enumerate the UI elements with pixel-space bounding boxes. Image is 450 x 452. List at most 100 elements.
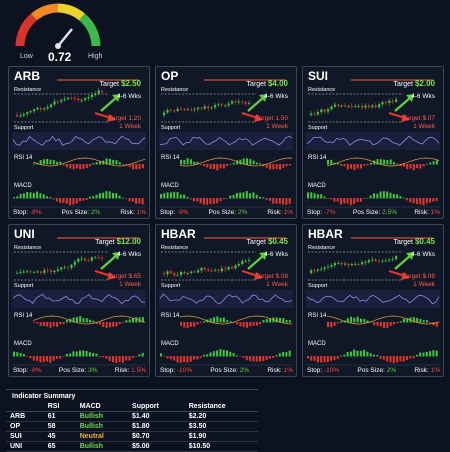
macd-bar — [222, 349, 225, 357]
rsi-label: RSI 14 — [14, 155, 33, 161]
macd-bar — [49, 197, 52, 199]
short-target: Target $.65 1 Week — [108, 273, 141, 289]
table-row: UNI 65 Bullish $5.00 $10.50 — [6, 441, 258, 452]
rsi-bar — [132, 318, 134, 323]
macd-bar — [102, 192, 105, 199]
candle — [391, 256, 394, 262]
macd-bar — [323, 196, 326, 199]
stop-info: Stop: -8% — [13, 367, 42, 374]
macd-bar — [112, 192, 114, 199]
candle — [364, 259, 367, 266]
panel-chart — [12, 237, 146, 366]
macd-bar — [432, 350, 435, 357]
rsi-bar — [82, 164, 85, 170]
summary-header-macd: MACD — [75, 402, 129, 412]
candle — [19, 269, 22, 274]
bullish-arrow-icon — [247, 254, 265, 270]
rsi-bar — [56, 322, 59, 327]
candle — [214, 268, 217, 273]
pos-label: Pos Size: — [61, 209, 90, 216]
macd-bar — [75, 198, 78, 204]
candle — [220, 265, 223, 274]
candle — [19, 112, 22, 118]
risk-label: Risk: — [267, 367, 282, 374]
rsi-bar — [183, 322, 186, 328]
macd-bar — [229, 195, 232, 199]
candle — [39, 106, 42, 112]
candle — [186, 107, 189, 111]
rsi-bar — [95, 322, 98, 325]
candle — [90, 92, 93, 100]
macd-bar — [419, 352, 422, 357]
target-value: $12.00 — [116, 237, 141, 246]
macd-bar — [29, 356, 32, 359]
oscillator-line — [306, 294, 440, 305]
macd-bar — [166, 192, 169, 199]
candle — [73, 95, 76, 102]
panel-footer: Stop: -10% Pos Size: 2% Risk: 1% — [307, 367, 440, 374]
rsi-bar — [416, 164, 419, 169]
rsi-bar — [69, 164, 72, 169]
rsi-bar — [79, 164, 82, 170]
pos-value: 2% — [237, 209, 248, 216]
macd-bar — [42, 356, 45, 363]
panel-symbol: UNI — [14, 227, 35, 241]
macd-bar — [349, 198, 352, 206]
macd-bar — [138, 198, 141, 204]
candle — [340, 261, 343, 267]
short-target: Target 1.20 1 Week — [108, 115, 141, 131]
rsi-bar — [216, 316, 219, 323]
pos-info: Pos Size: 3% — [59, 367, 98, 374]
macd-bar — [363, 198, 366, 199]
macd-bar — [212, 351, 215, 357]
stop-label: Stop: — [13, 209, 29, 216]
candle — [22, 112, 25, 118]
candle — [244, 100, 247, 106]
macd-bar — [239, 356, 242, 357]
macd-bar — [373, 354, 375, 357]
rsi-bar — [426, 320, 428, 323]
rsi-label: RSI 14 — [308, 313, 327, 319]
target-value: $4.00 — [267, 79, 288, 88]
chart-panel-hbar: HBAR Target $0.45 4-6 Wks Resistance Support… — [302, 224, 444, 377]
candle — [371, 256, 374, 263]
rsi-bar — [115, 160, 118, 165]
macd-bar — [359, 198, 362, 202]
macd-bar — [366, 351, 369, 357]
macd-bar — [176, 356, 179, 363]
rsi-bar — [52, 322, 55, 327]
rsi-bar — [99, 160, 101, 165]
rsi-bar — [330, 322, 333, 328]
candle — [374, 258, 377, 262]
macd-bar — [252, 192, 255, 199]
rsi-bar — [409, 164, 412, 169]
candle — [313, 111, 316, 116]
candle — [367, 258, 370, 264]
candle — [220, 103, 223, 108]
stop-info: Stop: -7% — [307, 209, 336, 216]
row-resistance: $2.20 — [184, 411, 258, 422]
short-target-value: Target $.07 — [402, 115, 435, 122]
panel-symbol: HBAR — [161, 227, 196, 241]
row-resistance: $10.50 — [184, 441, 258, 452]
macd-bar — [82, 350, 85, 357]
candle — [70, 96, 73, 100]
row-rsi: 61 — [43, 411, 76, 422]
rsi-bar — [269, 164, 272, 170]
macd-bar — [419, 198, 422, 205]
macd-bar — [356, 350, 359, 357]
target-label: Target $0.45 — [247, 237, 288, 246]
row-asset: UNI — [6, 441, 44, 452]
rsi-bar — [85, 164, 88, 169]
macd-label: MACD — [308, 341, 326, 347]
target-value: $0.45 — [414, 237, 435, 246]
macd-bar — [72, 351, 75, 357]
macd-bar — [415, 198, 418, 205]
macd-bar — [310, 356, 313, 361]
macd-bar — [226, 350, 228, 357]
macd-bar — [343, 354, 346, 357]
candle — [180, 270, 183, 278]
short-target: Target $.08 1 Week — [255, 273, 288, 289]
candle — [224, 266, 227, 273]
rsi-bar — [412, 317, 415, 323]
